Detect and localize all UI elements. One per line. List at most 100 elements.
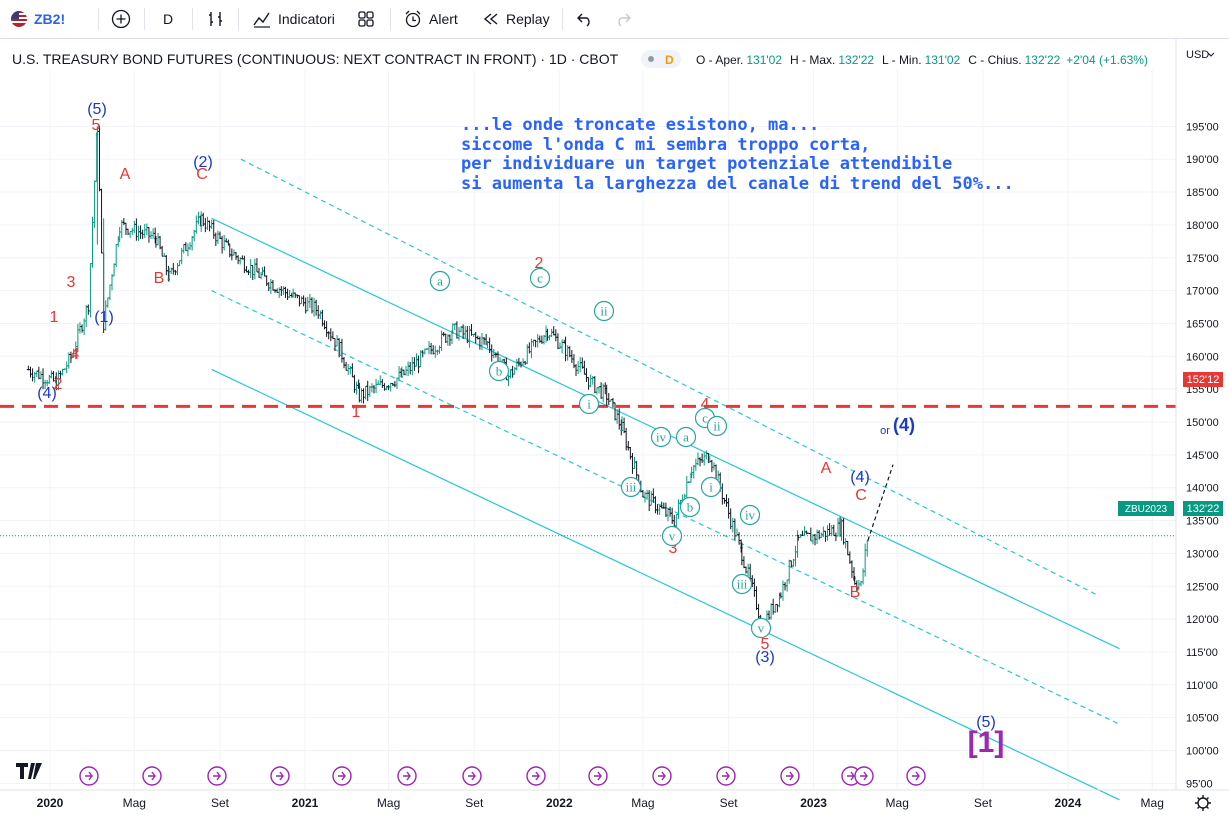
- price-bar: [552, 326, 556, 336]
- price-bar: [393, 381, 397, 388]
- price-bar: [467, 325, 472, 348]
- horizontal-level: [0, 404, 1176, 537]
- wave-green-label: a: [437, 274, 443, 289]
- channel-line[interactable]: [211, 290, 1120, 725]
- price-bar: [825, 525, 830, 541]
- wave-red-label: C: [196, 166, 208, 183]
- price-bar: [513, 366, 517, 375]
- toolbar-divider: [144, 8, 145, 30]
- arrow-right-icon: [722, 771, 730, 781]
- price-bar: [331, 331, 335, 340]
- price-bar: [249, 259, 253, 278]
- interval-button[interactable]: D: [163, 8, 173, 30]
- channel-line[interactable]: [240, 158, 1100, 597]
- note-line-1: ...le onde troncate esistono, ma...: [461, 115, 819, 135]
- price-bar: [863, 543, 867, 577]
- price-chart[interactable]: U.S. TREASURY BOND FUTURES (CONTINUOUS: …: [0, 39, 1229, 817]
- x-tick-label: Set: [974, 796, 993, 810]
- price-bar: [271, 280, 275, 291]
- redo-button[interactable]: [614, 8, 632, 30]
- price-bar: [97, 125, 102, 192]
- price-axis[interactable]: USD 195'00 190'00 185'00 180'00 175'00 170'00…: [1175, 39, 1219, 790]
- wave-green-label: b: [496, 364, 503, 379]
- price-bar: [182, 243, 186, 254]
- symbol-tag: [1118, 501, 1174, 516]
- arrow-right-icon: [847, 771, 855, 781]
- price-bar: [416, 355, 421, 374]
- add-symbol-button[interactable]: [111, 8, 131, 30]
- chart-legend: U.S. TREASURY BOND FUTURES (CONTINUOUS: …: [12, 50, 1148, 68]
- price-bar: [380, 378, 384, 388]
- y-tick-label: 155'00: [1186, 384, 1219, 396]
- wave-red-label: B: [850, 584, 861, 601]
- wave-red-label: A: [821, 460, 832, 477]
- x-tick-label: Mag: [123, 796, 146, 810]
- dot-icon: [648, 56, 654, 62]
- price-bar: [389, 382, 393, 392]
- undo-button[interactable]: [576, 8, 594, 30]
- currency-label: USD: [1186, 49, 1209, 61]
- open-value: 131'02: [746, 53, 782, 67]
- redo-icon: [618, 13, 631, 27]
- tradingview-logo[interactable]: [16, 763, 42, 779]
- indicators-button[interactable]: Indicatori: [252, 8, 335, 30]
- wave-labels: (5) (2) (1) (4) (4) (4) (3) (5) 5 A 3 1 …: [37, 101, 996, 731]
- close-label: C - Chius.: [968, 53, 1021, 67]
- time-axis[interactable]: 2020 Mag Set 2021 Mag Set 2022 Mag Set 2023 Mag Set…: [0, 789, 1229, 810]
- alert-button[interactable]: Alert: [403, 8, 458, 30]
- price-bar: [265, 275, 269, 286]
- price-bar: [435, 349, 439, 356]
- y-tick-label: 195'00: [1186, 121, 1219, 133]
- price-bar: [354, 381, 359, 395]
- y-tick-label: 190'00: [1186, 154, 1219, 166]
- settings-button[interactable]: [1195, 795, 1211, 811]
- price-bar: [306, 296, 310, 312]
- price-bar: [138, 225, 143, 239]
- price-bar: [410, 356, 414, 376]
- price-bars: [26, 125, 869, 631]
- price-bar: [702, 452, 706, 466]
- low-label: L - Min.: [882, 53, 922, 67]
- price-bar: [147, 227, 151, 243]
- price-bar: [230, 248, 234, 261]
- price-bar: [482, 337, 486, 345]
- price-bar: [308, 293, 312, 309]
- event-markers[interactable]: [79, 766, 926, 786]
- channel-line[interactable]: [211, 368, 1120, 801]
- price-bar: [427, 341, 431, 355]
- x-tick-label: Set: [211, 796, 230, 810]
- wave-blue-label: (4): [850, 469, 870, 486]
- wave-circle: [661, 525, 683, 547]
- y-tick-label: 115'00: [1186, 647, 1218, 659]
- price-bar: [143, 223, 147, 239]
- price-bar: [478, 336, 482, 350]
- price-bar: [628, 447, 632, 460]
- price-bar: [578, 357, 582, 373]
- price-bar: [785, 579, 789, 592]
- price-bar: [364, 385, 368, 400]
- chart-type-button[interactable]: [206, 8, 226, 30]
- toolbar-divider: [238, 8, 239, 30]
- price-bar: [582, 360, 586, 375]
- replay-button[interactable]: Replay: [482, 8, 550, 30]
- y-tick-label: 150'00: [1186, 417, 1219, 429]
- wave-circle: [593, 300, 615, 322]
- price-bar: [352, 374, 357, 393]
- interval-label: D: [163, 11, 174, 27]
- price-bar: [817, 530, 821, 540]
- price-bar: [404, 365, 408, 376]
- price-bar: [255, 258, 259, 273]
- price-bar: [597, 386, 601, 394]
- annotation-note[interactable]: ...le onde troncate esistono, ma... sicc…: [461, 115, 1014, 194]
- price-bar: [802, 526, 807, 536]
- projection-segment[interactable]: [867, 464, 894, 541]
- price-bar: [28, 366, 33, 378]
- layout-templates-button[interactable]: [356, 8, 376, 30]
- toolbar-divider: [192, 8, 193, 30]
- price-bar: [809, 527, 813, 542]
- price-bar: [99, 188, 104, 254]
- symbol-search[interactable]: ZB2!: [10, 8, 65, 30]
- price-bar: [599, 382, 603, 400]
- price-bar: [397, 366, 401, 381]
